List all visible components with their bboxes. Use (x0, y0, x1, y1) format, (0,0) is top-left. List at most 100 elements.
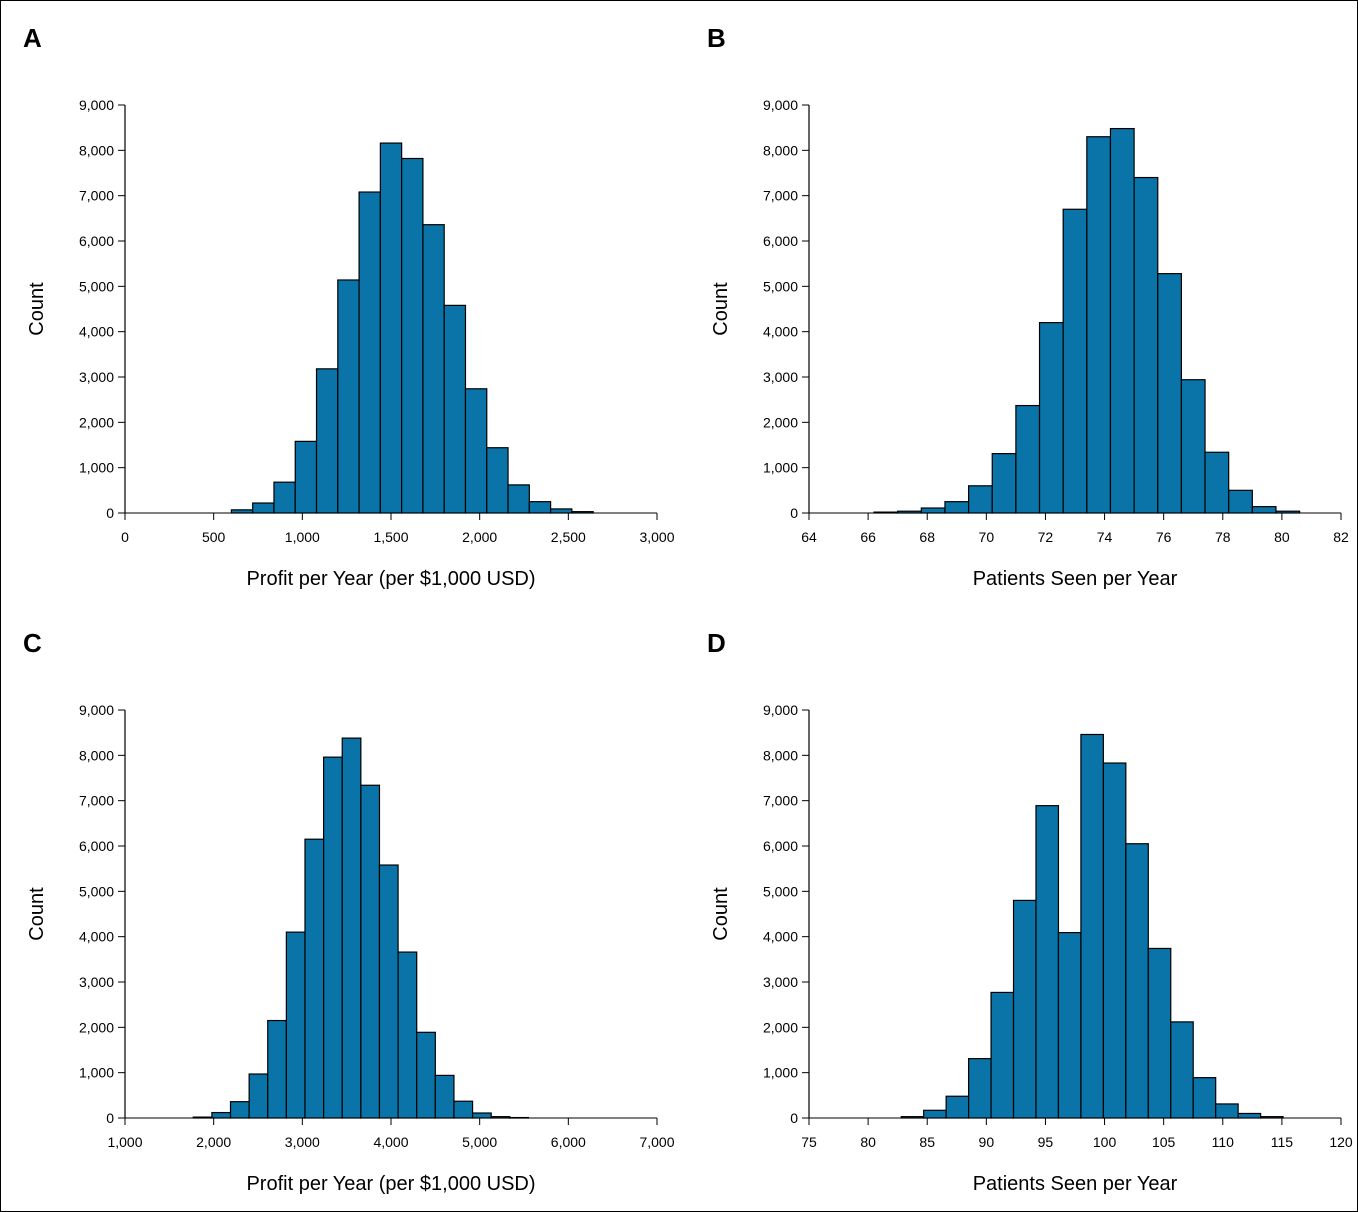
y-tick-label: 9,000 (763, 702, 798, 718)
x-tick: 105 (1152, 1118, 1176, 1150)
histogram-bar (944, 501, 970, 514)
y-tick-label: 8,000 (763, 142, 798, 158)
panel-label: B (707, 23, 726, 53)
histogram-bar (920, 507, 946, 514)
histogram-bar (990, 991, 1015, 1119)
histogram-bar (509, 1116, 530, 1119)
x-tick-label: 80 (860, 1134, 876, 1150)
histogram-bar (422, 224, 445, 514)
y-tick-label: 9,000 (763, 97, 798, 113)
y-tick: 5,000 (79, 278, 125, 294)
histogram-bar (507, 484, 530, 514)
histogram-bar (248, 1073, 269, 1119)
y-axis-title: Count (26, 887, 48, 941)
x-tick-label: 76 (1156, 529, 1172, 545)
y-tick-label: 0 (790, 505, 798, 521)
x-tick: 64 (801, 513, 817, 545)
y-tick-label: 3,000 (763, 369, 798, 385)
histogram-bar (192, 1116, 213, 1119)
x-tick: 72 (1038, 513, 1053, 545)
histogram-bar (900, 1116, 925, 1119)
y-tick-label: 8,000 (763, 747, 798, 763)
histogram-bar (397, 951, 418, 1119)
x-tick: 100 (1093, 1118, 1116, 1150)
x-tick-label: 78 (1215, 529, 1231, 545)
y-tick-label: 9,000 (79, 702, 114, 718)
histogram-bar (1170, 1021, 1194, 1119)
histogram-bar (1251, 506, 1277, 514)
histogram-chart: 0 1,000 2,000 3,000 4,000 5,000 6,000 7,000 8,00… (710, 702, 1353, 1195)
y-tick-label: 4,000 (763, 324, 798, 340)
x-tick-label: 3,000 (285, 1134, 320, 1150)
x-tick-label: 1,000 (285, 529, 320, 545)
histogram-bar (285, 931, 306, 1119)
x-tick: 2,000 (462, 513, 497, 545)
x-tick: 74 (1097, 513, 1113, 545)
x-tick-label: 110 (1212, 1134, 1235, 1150)
x-tick: 2,500 (551, 513, 586, 545)
histogram-bar (923, 1109, 947, 1119)
y-tick: 7,000 (79, 793, 125, 809)
histogram-bar (1038, 322, 1064, 514)
histogram-bar (1080, 733, 1104, 1119)
y-tick-label: 2,000 (763, 1019, 798, 1035)
y-tick: 1,000 (79, 1065, 125, 1081)
y-tick: 7,000 (79, 188, 125, 204)
y-tick-label: 6,000 (763, 233, 798, 249)
x-tick: 115 (1271, 1118, 1293, 1150)
y-tick: 9,000 (763, 97, 809, 113)
histogram-bar (1147, 947, 1172, 1119)
y-tick-label: 2,000 (79, 414, 114, 430)
y-tick: 2,000 (763, 1019, 809, 1035)
y-tick: 8,000 (79, 142, 125, 158)
histogram-bar (1035, 805, 1060, 1119)
x-tick-label: 120 (1329, 1134, 1353, 1150)
y-tick-label: 5,000 (763, 278, 798, 294)
x-tick: 7,000 (639, 1118, 675, 1150)
histogram-bar (323, 756, 343, 1119)
x-tick-label: 70 (979, 529, 995, 545)
y-tick-label: 1,000 (763, 460, 798, 476)
x-tick-label: 95 (1038, 1134, 1054, 1150)
x-tick: 82 (1333, 513, 1349, 545)
panel-label: A (23, 23, 42, 53)
y-tick: 3,000 (763, 369, 809, 385)
y-tick: 0 (106, 505, 125, 521)
y-tick: 2,000 (79, 414, 125, 430)
histogram-bar (267, 1019, 287, 1119)
histogram-bar (379, 142, 403, 514)
x-tick-label: 5,000 (462, 1134, 497, 1150)
y-tick-label: 2,000 (79, 1019, 114, 1035)
histogram-bar (1086, 136, 1112, 514)
y-tick: 9,000 (79, 702, 125, 718)
y-tick: 8,000 (763, 142, 809, 158)
y-tick-label: 0 (106, 505, 114, 521)
histogram-bar (1192, 1077, 1217, 1119)
y-tick: 0 (790, 1110, 809, 1126)
y-tick: 3,000 (79, 369, 125, 385)
histogram-bar (464, 388, 488, 514)
histogram-bar (968, 485, 993, 514)
panel-d: D 0 1,000 2,000 3,000 4,000 5,000 6,000 7,000 8,… (685, 606, 1358, 1211)
y-tick-label: 4,000 (763, 929, 798, 945)
histogram-bar (273, 481, 296, 514)
x-tick-label: 66 (860, 529, 876, 545)
y-tick: 3,000 (763, 974, 809, 990)
y-tick-label: 1,000 (763, 1065, 798, 1081)
y-tick-label: 7,000 (79, 188, 114, 204)
x-tick-label: 500 (202, 529, 226, 545)
histogram-bar (341, 737, 362, 1119)
panel-c: C 0 1,000 2,000 3,000 4,000 5,000 6,000 7,000 8,… (1, 606, 679, 1211)
x-tick-label: 2,000 (462, 529, 497, 545)
x-tick-label: 2,500 (551, 529, 586, 545)
y-tick-label: 4,000 (79, 929, 114, 945)
x-tick: 1,000 (107, 1118, 143, 1150)
histogram-chart: 0 1,000 2,000 3,000 4,000 5,000 6,000 7,000 8,00… (26, 97, 675, 590)
histogram-bar (315, 368, 339, 514)
y-tick: 6,000 (79, 233, 125, 249)
histogram-bar (1012, 899, 1037, 1119)
histogram-bar (897, 510, 922, 514)
y-tick: 6,000 (763, 233, 809, 249)
histogram-bar (230, 509, 254, 514)
x-tick-label: 68 (919, 529, 935, 545)
